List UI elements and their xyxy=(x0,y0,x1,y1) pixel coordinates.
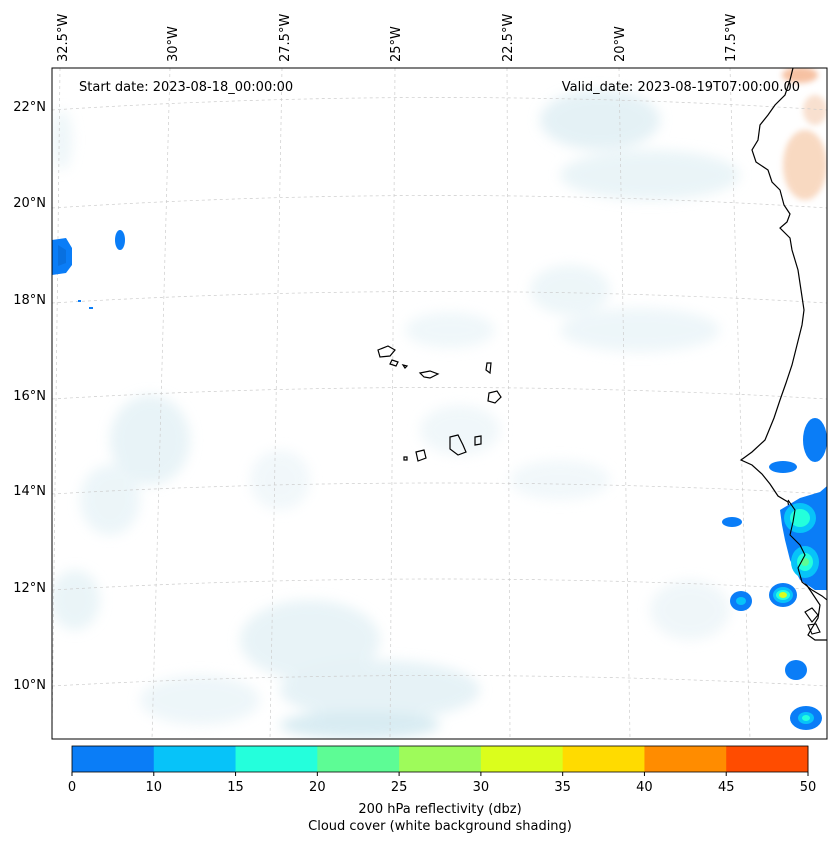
lat-label: 14°N xyxy=(13,484,46,499)
colorbar-segment xyxy=(480,746,564,772)
colorbar-segment xyxy=(153,746,237,772)
colorbar-segment xyxy=(644,746,727,772)
lon-label: 20°W xyxy=(613,26,628,62)
colorbar-segment xyxy=(317,746,400,772)
colorbar-segment xyxy=(399,746,482,772)
colorbar-segment xyxy=(72,746,155,772)
cape-verde-islands xyxy=(377,345,502,462)
lon-label: 30°W xyxy=(166,26,181,62)
lon-label: 17.5°W xyxy=(724,14,739,62)
latitude-labels: 22°N 20°N 18°N 16°N 14°N 12°N 10°N xyxy=(13,100,46,693)
lon-label: 22.5°W xyxy=(501,14,516,62)
gridlines xyxy=(52,68,827,739)
map-frame xyxy=(51,67,828,740)
colorbar: 0 10 15 20 25 30 35 40 45 50 xyxy=(68,745,817,795)
longitude-labels: 32.5°W 30°W 27.5°W 25°W 22.5°W 20°W 17.5… xyxy=(56,14,739,62)
lat-label: 10°N xyxy=(13,678,46,693)
colorbar-label-line1: 200 hPa reflectivity (dbz) xyxy=(358,802,521,817)
colorbar-tick-label: 50 xyxy=(800,780,817,795)
africa-coastline-south xyxy=(787,499,827,635)
colorbar-tick-label: 40 xyxy=(636,780,653,795)
colorbar-tick-label: 10 xyxy=(146,780,163,795)
colorbar-border xyxy=(71,745,809,773)
lat-label: 18°N xyxy=(13,293,46,308)
start-date-label: Start date: 2023-08-18_00:00:00 xyxy=(79,80,293,95)
reflectivity-cells xyxy=(52,230,827,730)
colorbar-segment xyxy=(562,746,645,772)
cloud-cover-shading xyxy=(52,90,740,739)
lat-label: 22°N xyxy=(13,100,46,115)
colorbar-tick-label: 45 xyxy=(718,780,735,795)
lon-label: 27.5°W xyxy=(278,14,293,62)
warm-shading xyxy=(782,68,827,200)
colorbar-segment xyxy=(726,746,809,772)
colorbar-tick-label: 25 xyxy=(391,780,408,795)
colorbar-tick-label: 15 xyxy=(227,780,244,795)
colorbar-tick-label: 35 xyxy=(554,780,571,795)
valid-date-label: Valid_date: 2023-08-19T07:00:00.00 xyxy=(562,80,800,95)
colorbar-segment xyxy=(235,746,318,772)
lat-label: 16°N xyxy=(13,389,46,404)
lon-label: 32.5°W xyxy=(56,14,71,62)
colorbar-tick-label: 30 xyxy=(473,780,490,795)
colorbar-label-line2: Cloud cover (white background shading) xyxy=(308,819,572,834)
lat-label: 12°N xyxy=(13,581,46,596)
colorbar-tick-label: 20 xyxy=(309,780,326,795)
lon-label: 25°W xyxy=(389,26,404,62)
colorbar-tick-label: 0 xyxy=(68,780,76,795)
lat-label: 20°N xyxy=(13,196,46,211)
